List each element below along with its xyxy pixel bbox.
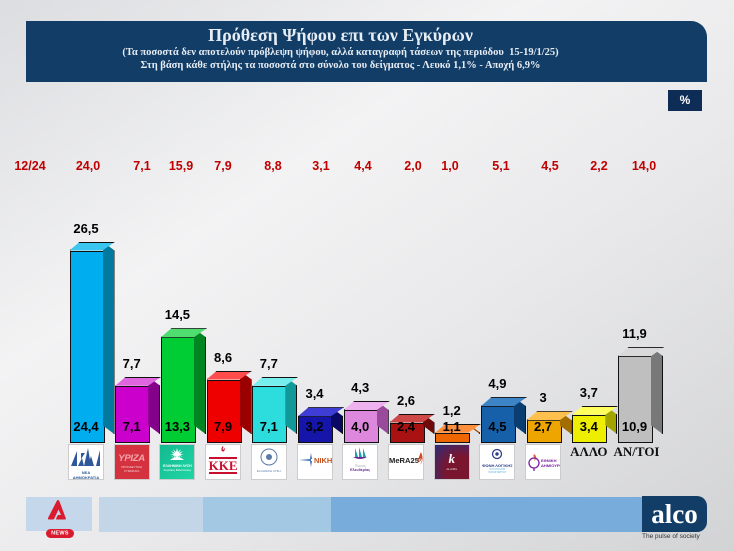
svg-text:MeRA25: MeRA25 [389,456,420,465]
svg-text:ΔΗΜΙΟΥΡΓΙΑ: ΔΗΜΙΟΥΡΓΙΑ [541,463,560,468]
svg-text:NIKH: NIKH [314,456,332,465]
